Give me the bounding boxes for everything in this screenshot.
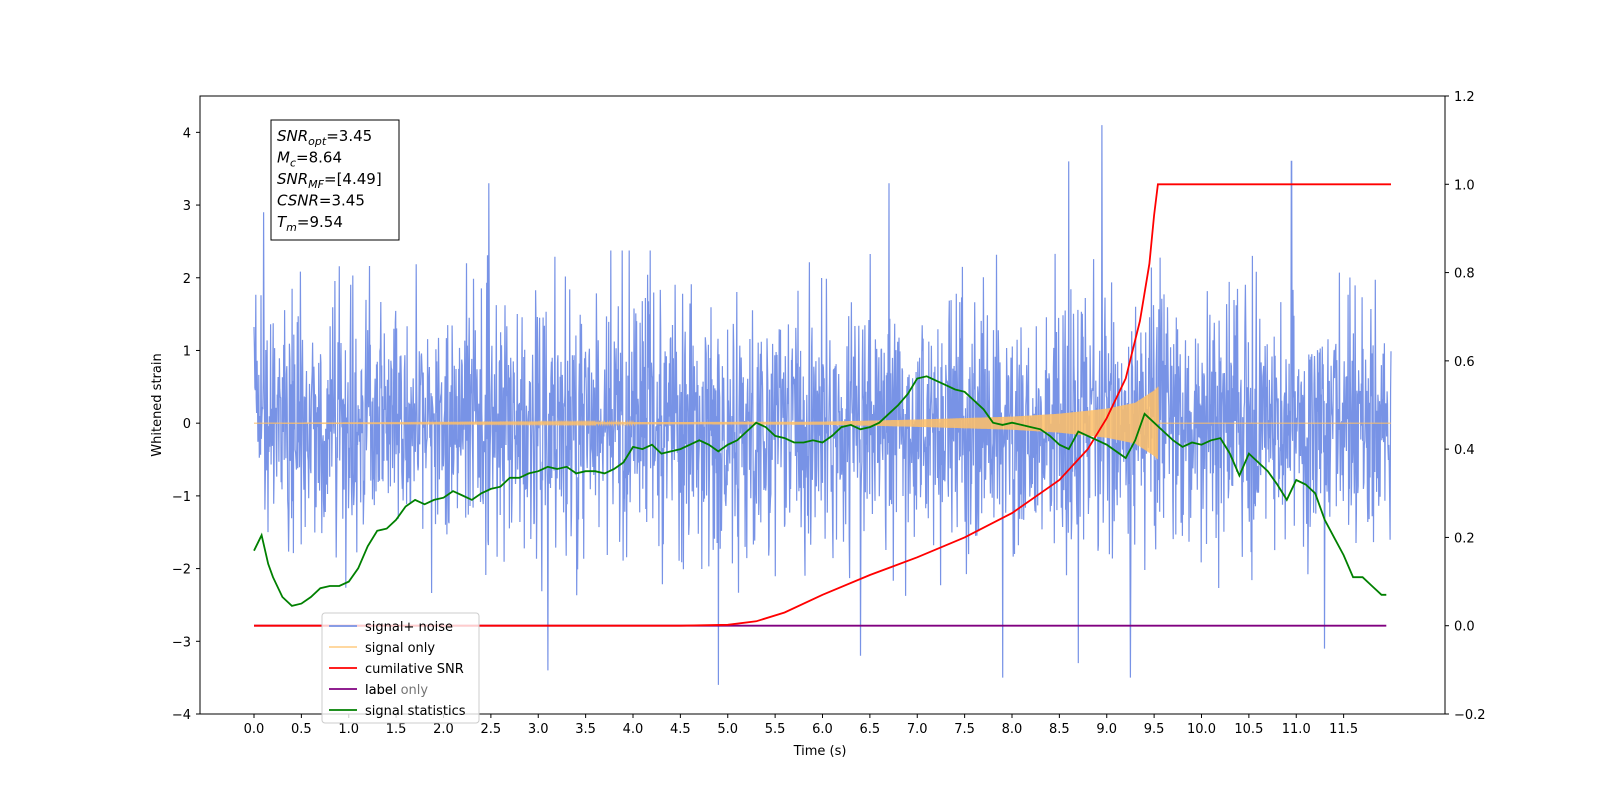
x-tick-label: 11.0 bbox=[1282, 722, 1311, 737]
x-tick-label: 10.5 bbox=[1234, 722, 1263, 737]
axes: 0.0 0.5 1.0 1.5 2.0 2.5 3.0 3.5 4.0 4.5 5.0 5.5 6.0 6… bbox=[172, 90, 1486, 737]
x-tick-label: 5.5 bbox=[765, 722, 786, 737]
x-tick-label: 1.5 bbox=[386, 722, 407, 737]
y2-tick-label: 1.0 bbox=[1454, 178, 1475, 193]
x-tick-label: 6.5 bbox=[860, 722, 881, 737]
x-tick-label: 2.5 bbox=[481, 722, 502, 737]
x-tick-label: 7.5 bbox=[954, 722, 975, 737]
x-tick-label: 0.5 bbox=[291, 722, 312, 737]
y-tick-label: −1 bbox=[172, 490, 191, 505]
y2-tick-label: 0.4 bbox=[1454, 443, 1475, 458]
legend-label-hidden: label only bbox=[365, 683, 428, 698]
legend-label: signal+ noise bbox=[365, 620, 453, 635]
x-tick-label: 8.0 bbox=[1002, 722, 1023, 737]
y-axis-label: Whitened strain bbox=[150, 353, 165, 456]
x-tick-label: 7.0 bbox=[907, 722, 928, 737]
plot-area bbox=[253, 125, 1392, 685]
legend-label: signal statistics bbox=[365, 704, 466, 719]
annotation-line: CSNR=3.45 bbox=[277, 192, 365, 210]
x-tick-label: 2.0 bbox=[433, 722, 454, 737]
y-tick-label: 0 bbox=[183, 417, 191, 432]
y2-tick-label: 0.8 bbox=[1454, 267, 1475, 282]
y-tick-label: 3 bbox=[183, 199, 191, 214]
y2-tick-label: 0.0 bbox=[1454, 620, 1475, 635]
annotation-line: SNRopt=3.45 bbox=[277, 127, 372, 148]
series-signal-only bbox=[254, 386, 1391, 460]
x-tick-label: 3.5 bbox=[575, 722, 596, 737]
series-signal-noise bbox=[253, 125, 1392, 685]
x-axis-label: Time (s) bbox=[793, 744, 847, 759]
x-tick-label: 0.0 bbox=[244, 722, 265, 737]
series-cumulative-snr bbox=[254, 183, 1391, 627]
x-tick-label: 3.0 bbox=[528, 722, 549, 737]
x-tick-label: 5.0 bbox=[717, 722, 738, 737]
x-tick-label: 4.5 bbox=[670, 722, 691, 737]
y2-tick-label: 0.2 bbox=[1454, 531, 1475, 546]
series-signal-statistics bbox=[253, 375, 1387, 607]
y2-tick-label: 0.6 bbox=[1454, 355, 1475, 370]
x-tick-label: 11.5 bbox=[1329, 722, 1358, 737]
annotation-line: Tm=9.54 bbox=[277, 213, 343, 234]
x-tick-label: 6.0 bbox=[812, 722, 833, 737]
legend-label: label bbox=[365, 683, 396, 698]
annotation-line: SNRMF=[4.49] bbox=[277, 170, 382, 191]
y-tick-label: −2 bbox=[172, 563, 191, 578]
x-tick-label: 8.5 bbox=[1049, 722, 1070, 737]
legend-label: cumilative SNR bbox=[365, 662, 464, 677]
annotation-line: Mc=8.64 bbox=[277, 149, 342, 170]
legend: signal+ noise signal only cumilative SNR la… bbox=[321, 612, 480, 724]
y-tick-label: 4 bbox=[183, 126, 191, 141]
y-tick-label: −4 bbox=[172, 708, 191, 723]
x-tick-label: 10.0 bbox=[1187, 722, 1216, 737]
y2-tick-label: 1.2 bbox=[1454, 90, 1475, 105]
y-tick-label: 1 bbox=[183, 344, 191, 359]
x-tick-label: 9.0 bbox=[1096, 722, 1117, 737]
x-tick-label: 4.0 bbox=[623, 722, 644, 737]
legend-box bbox=[321, 612, 480, 724]
legend-label: signal only bbox=[365, 641, 435, 656]
y-tick-label: 2 bbox=[183, 272, 191, 287]
x-tick-label: 1.0 bbox=[338, 722, 359, 737]
annotation-box bbox=[270, 119, 400, 241]
y-tick-label: −3 bbox=[172, 635, 191, 650]
x-tick-label: 9.5 bbox=[1144, 722, 1165, 737]
y2-tick-label: −0.2 bbox=[1454, 708, 1486, 723]
